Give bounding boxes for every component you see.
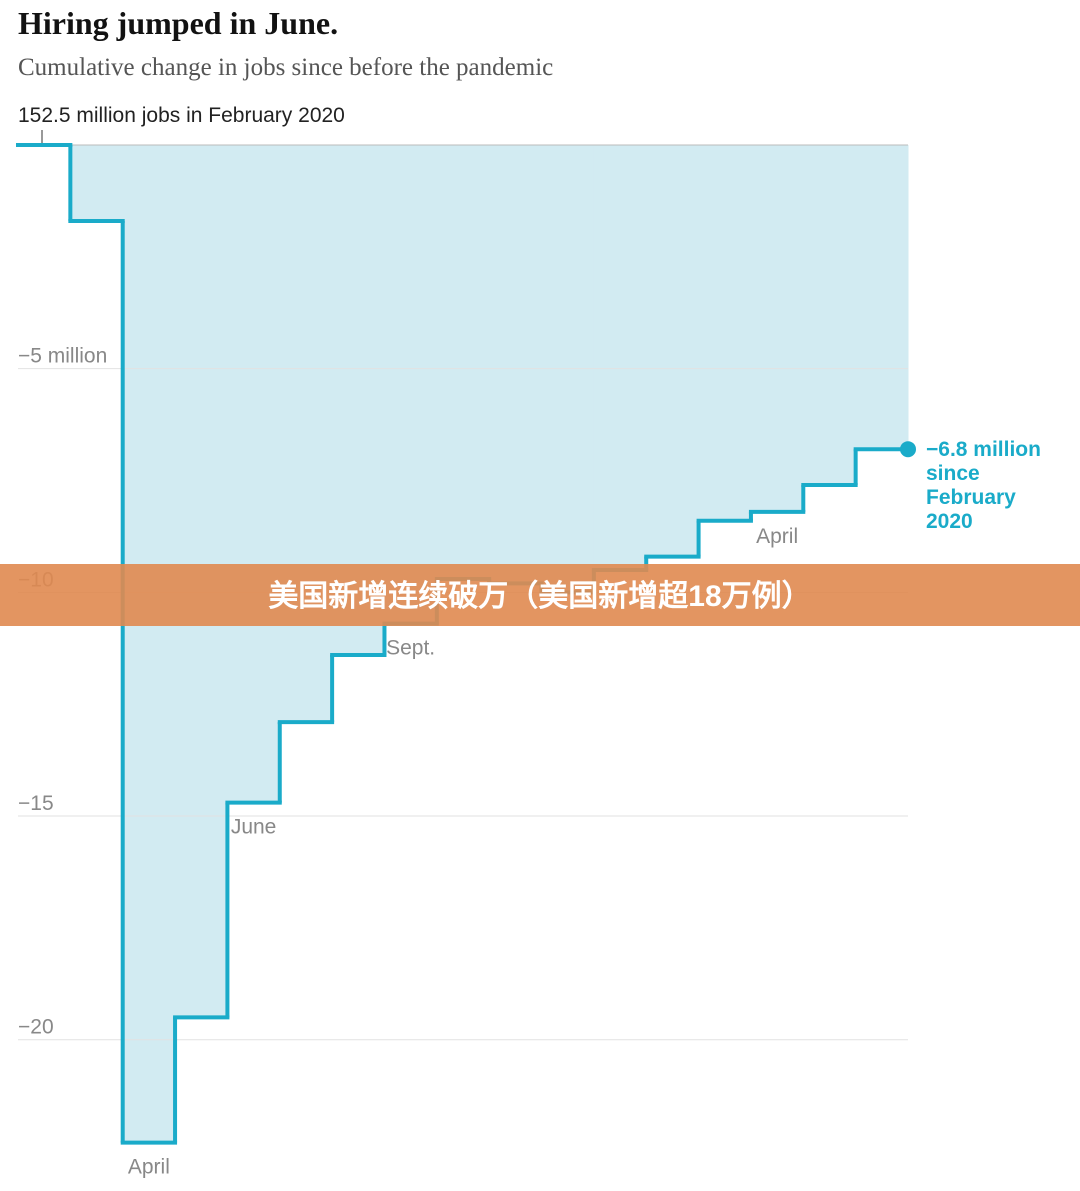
area-segment <box>279 145 333 723</box>
area-segment <box>750 145 804 512</box>
end-annotation: 2020 <box>926 510 973 533</box>
banner-text: 美国新增连续破万（美国新增超18万例） <box>268 579 811 613</box>
banner-bg <box>0 564 1080 626</box>
baseline-label: 152.5 million jobs in February 2020 <box>18 104 345 127</box>
chart-subtitle: Cumulative change in jobs since before t… <box>18 54 553 81</box>
area-segment <box>122 145 176 1143</box>
area-segment <box>384 145 438 624</box>
end-dot <box>900 441 916 458</box>
chart-title: Hiring jumped in June. <box>18 5 338 41</box>
area-segment <box>593 145 647 570</box>
y-tick-label: −15 <box>18 792 54 815</box>
end-annotation: −6.8 million <box>926 438 1041 461</box>
area-segment <box>855 145 909 450</box>
end-annotation: since <box>926 462 980 485</box>
x-label: Sept. <box>386 637 435 660</box>
area-segment <box>227 145 281 803</box>
area-segment <box>436 145 490 579</box>
area-segment <box>70 145 124 222</box>
area-segment <box>803 145 857 485</box>
x-label: June <box>231 816 277 839</box>
y-tick-label: −5 million <box>18 345 107 368</box>
area-segment <box>698 145 752 521</box>
y-tick-label: −20 <box>18 1016 54 1039</box>
x-label: April <box>756 525 798 548</box>
end-annotation: February <box>926 486 1016 509</box>
plot: −5 million−10−15−20AprilJuneSept.April−6… <box>16 143 1041 1179</box>
x-label: April <box>128 1156 170 1179</box>
area-segment <box>489 145 543 584</box>
area-segment <box>646 145 700 557</box>
